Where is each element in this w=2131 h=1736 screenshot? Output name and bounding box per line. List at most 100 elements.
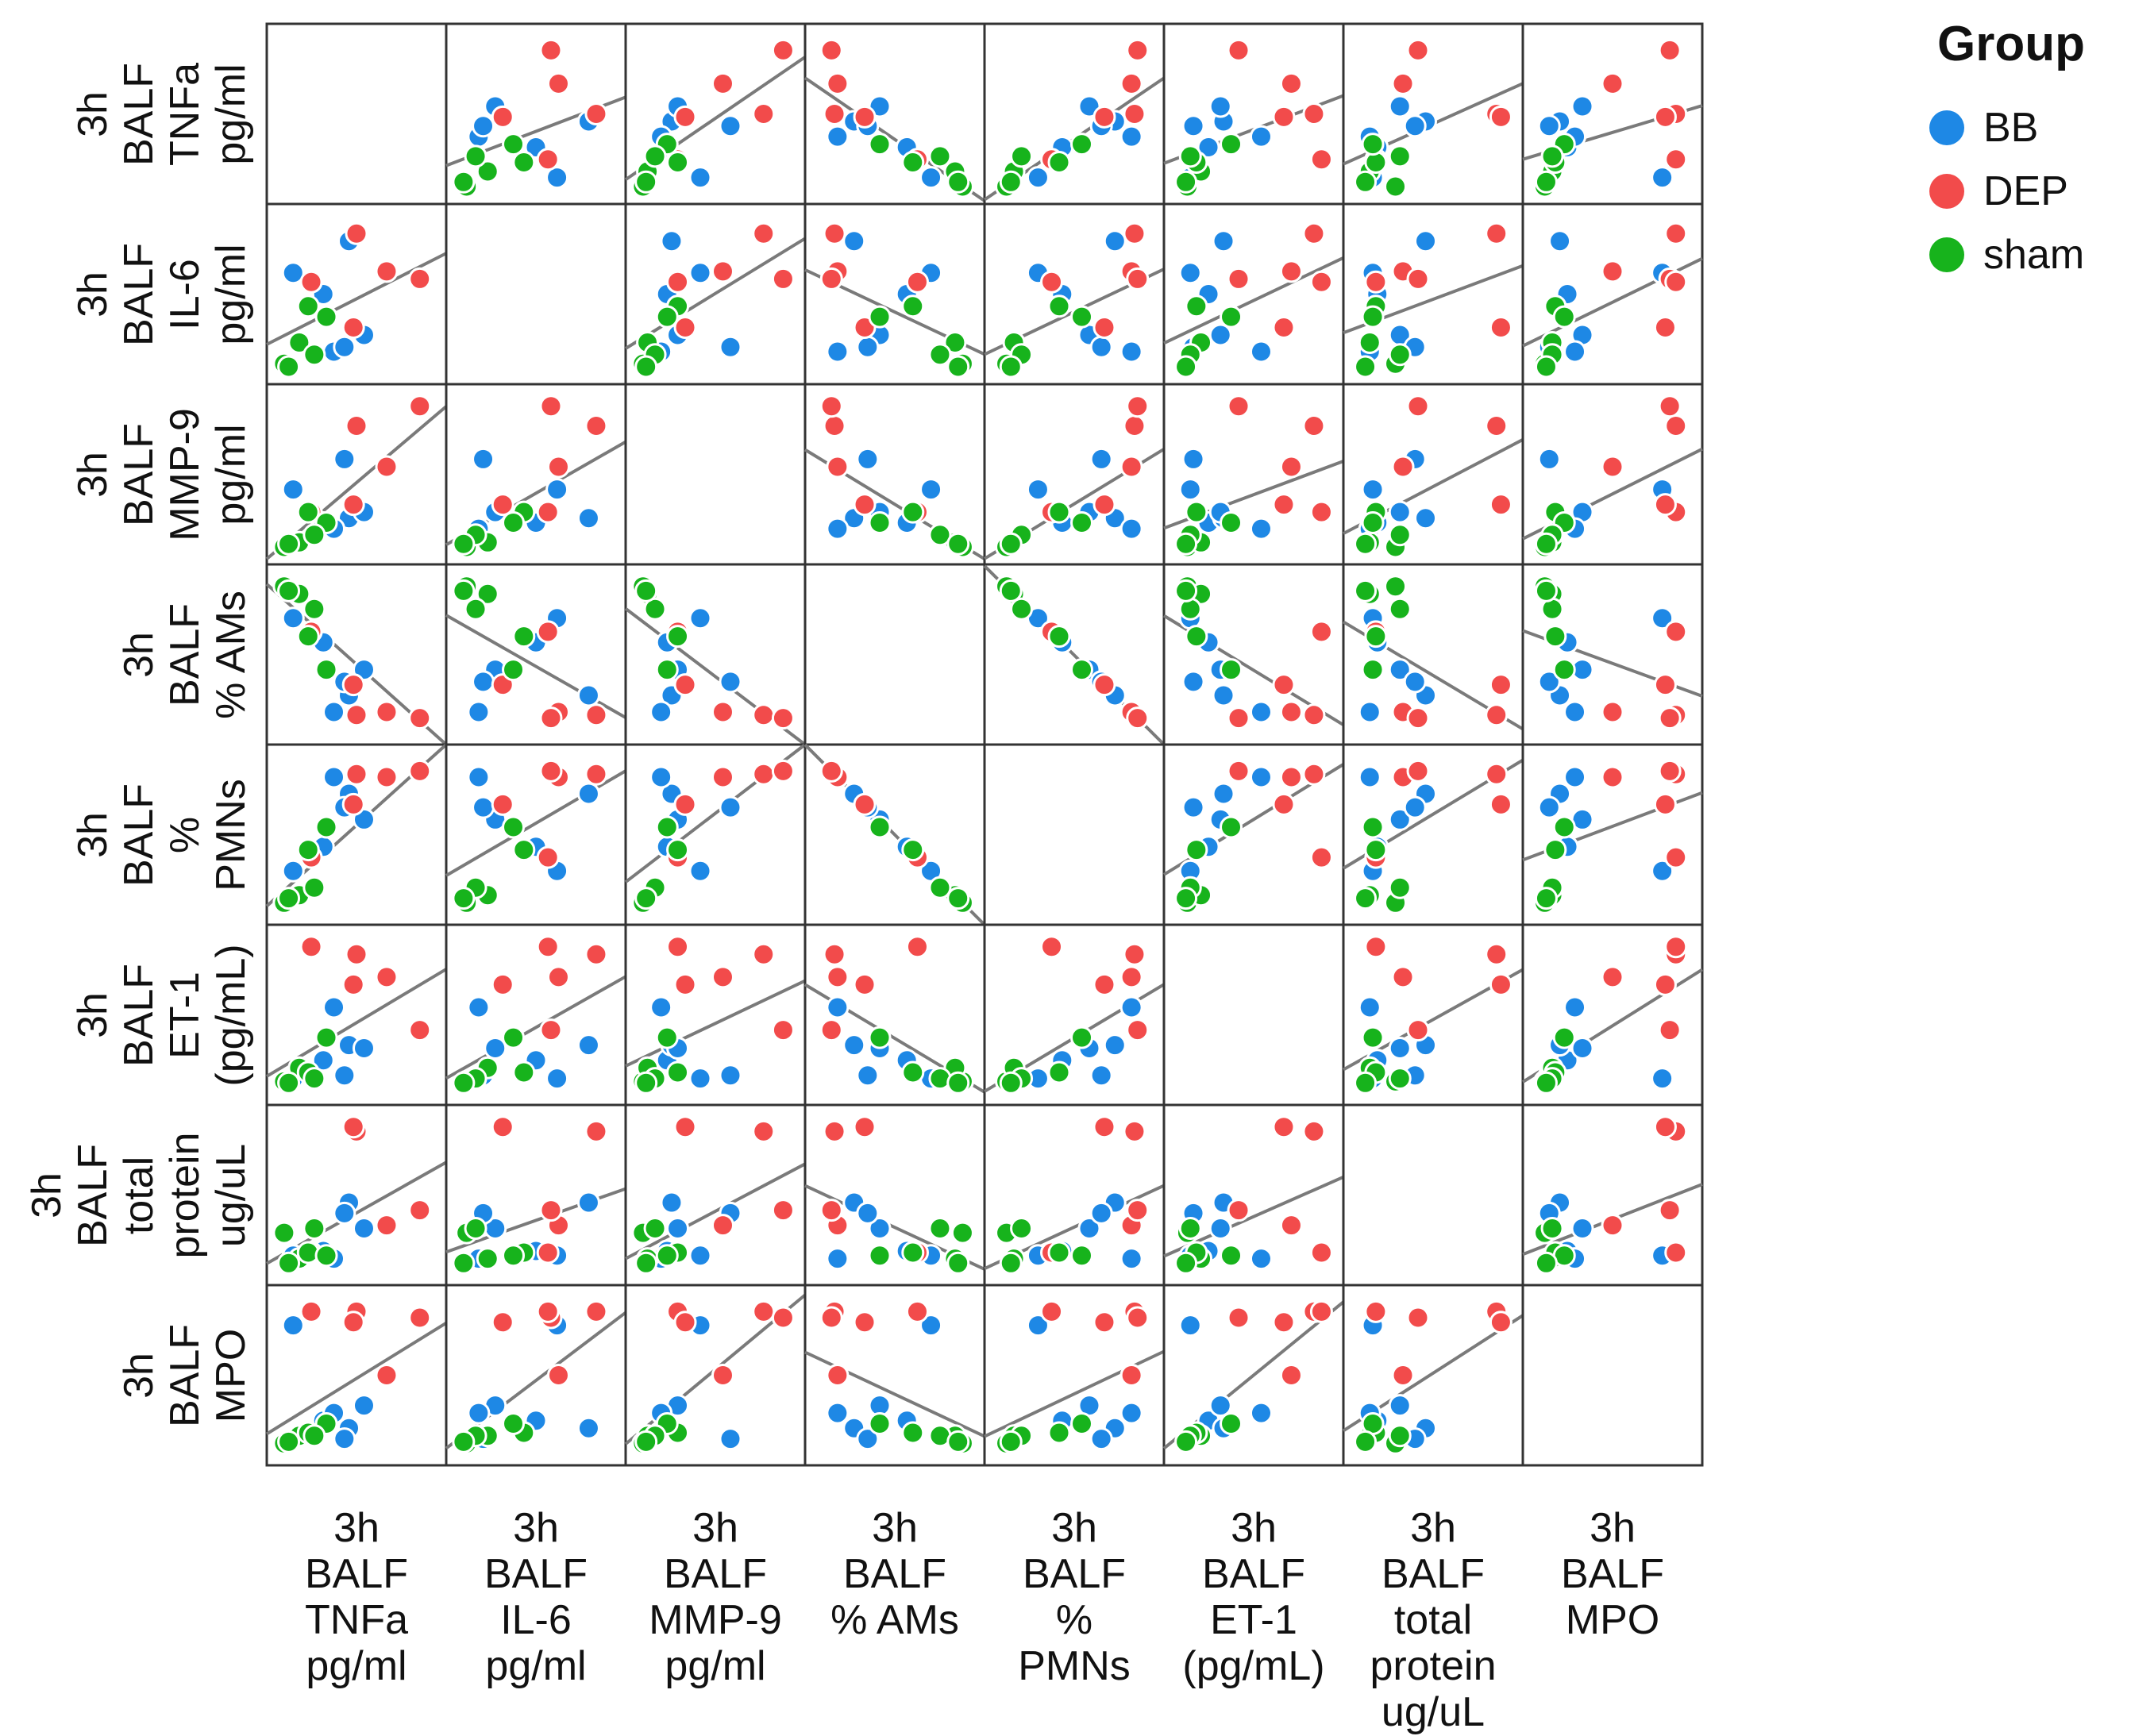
point-sham-16 [1534, 1251, 1558, 1275]
point-dep-10 [1272, 1115, 1296, 1139]
point-dep-8 [819, 1306, 843, 1330]
legend-title: Group [1937, 17, 2085, 71]
point-sham-14 [868, 1026, 892, 1049]
point-dep-10 [1489, 972, 1513, 996]
point-sham-16 [634, 579, 658, 602]
column-label-line: BALF [484, 1551, 588, 1597]
row-label-mmp9: 3h BALF MMP-9 pg/ml [70, 408, 254, 541]
point-sham-14 [1361, 658, 1385, 682]
point-dep-10 [673, 315, 697, 339]
column-label-ams: 3h BALF% AMs [805, 1505, 985, 1643]
row-label-line: ug/uL [208, 1143, 254, 1247]
point-sham-12 [943, 331, 967, 355]
column-label-line: BALF [1201, 1551, 1306, 1597]
point-bb-5 [719, 795, 742, 819]
row-label-line: 3h [116, 1352, 162, 1399]
point-bb-4 [826, 517, 850, 541]
row-label-line: 3h [70, 811, 116, 858]
point-bb-3 [666, 1216, 690, 1240]
point-dep-10 [491, 493, 514, 517]
point-sham-12 [476, 582, 499, 606]
point-sham-16 [634, 887, 658, 910]
point-sham-16 [1534, 1071, 1558, 1095]
point-sham-16 [634, 1071, 658, 1095]
point-bb-2 [842, 229, 866, 253]
point-bb-4 [1249, 125, 1273, 148]
point-sham-13 [666, 625, 690, 649]
point-dep-7 [1601, 765, 1624, 789]
cell-mpo-vs-et1 [1162, 1284, 1345, 1467]
point-bb-0 [1178, 261, 1202, 285]
point-dep-8 [408, 395, 432, 418]
row-label-line: MPO [208, 1328, 254, 1422]
point-dep-7 [826, 71, 850, 95]
point-dep-9 [536, 845, 560, 869]
point-sham-16 [1354, 579, 1378, 602]
point-sham-13 [512, 838, 536, 862]
point-dep-10 [1489, 493, 1513, 517]
point-dep-6 [1302, 762, 1326, 786]
point-dep-8 [1227, 395, 1250, 418]
point-sham-13 [296, 500, 320, 524]
point-dep-7 [375, 455, 399, 479]
point-bb-3 [1208, 94, 1232, 118]
point-dep-10 [1092, 673, 1116, 697]
point-dep-9 [1040, 270, 1064, 294]
point-dep-6 [752, 102, 776, 125]
point-sham-14 [868, 815, 892, 839]
point-dep-6 [345, 762, 368, 786]
point-dep-10 [1092, 493, 1116, 517]
point-dep-10 [1272, 493, 1296, 517]
point-sham-16 [999, 1251, 1023, 1275]
point-dep-6 [584, 1299, 608, 1323]
point-dep-8 [819, 1018, 843, 1042]
legend-item-dep: DEP [1929, 160, 2085, 223]
point-dep-8 [1126, 395, 1150, 418]
point-sham-14 [502, 511, 526, 535]
point-sham-15 [1178, 1216, 1202, 1240]
point-sham-15 [303, 1424, 326, 1448]
point-dep-6 [823, 221, 846, 245]
point-dep-9 [666, 270, 690, 294]
row-label-ams: 3h BALF% AMs [116, 591, 254, 719]
point-dep-7 [711, 1214, 734, 1238]
point-bb-3 [352, 1216, 376, 1240]
point-sham-16 [999, 1430, 1023, 1453]
point-sham-14 [1069, 511, 1093, 535]
point-sham-14 [502, 815, 526, 839]
point-dep-7 [1279, 1364, 1303, 1387]
point-dep-6 [584, 1119, 608, 1143]
row-label-line: pg/ml [208, 423, 254, 525]
regression-line [624, 237, 807, 350]
point-dep-10 [491, 1115, 514, 1139]
point-bb-4 [826, 340, 850, 364]
point-sham-14 [314, 815, 338, 839]
point-dep-8 [771, 38, 795, 62]
point-dep-6 [823, 942, 846, 966]
point-dep-8 [1658, 1199, 1682, 1222]
point-dep-10 [1489, 792, 1513, 816]
point-bb-5 [472, 795, 495, 819]
point-dep-8 [408, 1306, 432, 1330]
point-bb-5 [1537, 114, 1561, 138]
point-bb-0 [281, 261, 305, 285]
point-dep-7 [546, 965, 570, 989]
point-bb-5 [856, 1064, 880, 1087]
point-sham-16 [1354, 1430, 1378, 1453]
point-bb-1 [1197, 135, 1220, 159]
row-label-line: 3h [24, 1172, 70, 1218]
point-dep-6 [584, 703, 608, 727]
point-bb-3 [1570, 1216, 1594, 1240]
point-bb-4 [1249, 517, 1273, 541]
point-sham-16 [1174, 1430, 1198, 1453]
point-sham-14 [1361, 305, 1385, 329]
point-sham-11 [950, 1221, 974, 1245]
point-sham-14 [1069, 1244, 1093, 1268]
point-sham-14 [1552, 815, 1576, 839]
point-bb-4 [1119, 517, 1143, 541]
point-sham-16 [1354, 532, 1378, 556]
point-sham-13 [1185, 838, 1208, 862]
point-sham-14 [502, 658, 526, 682]
point-dep-10 [1092, 105, 1116, 129]
